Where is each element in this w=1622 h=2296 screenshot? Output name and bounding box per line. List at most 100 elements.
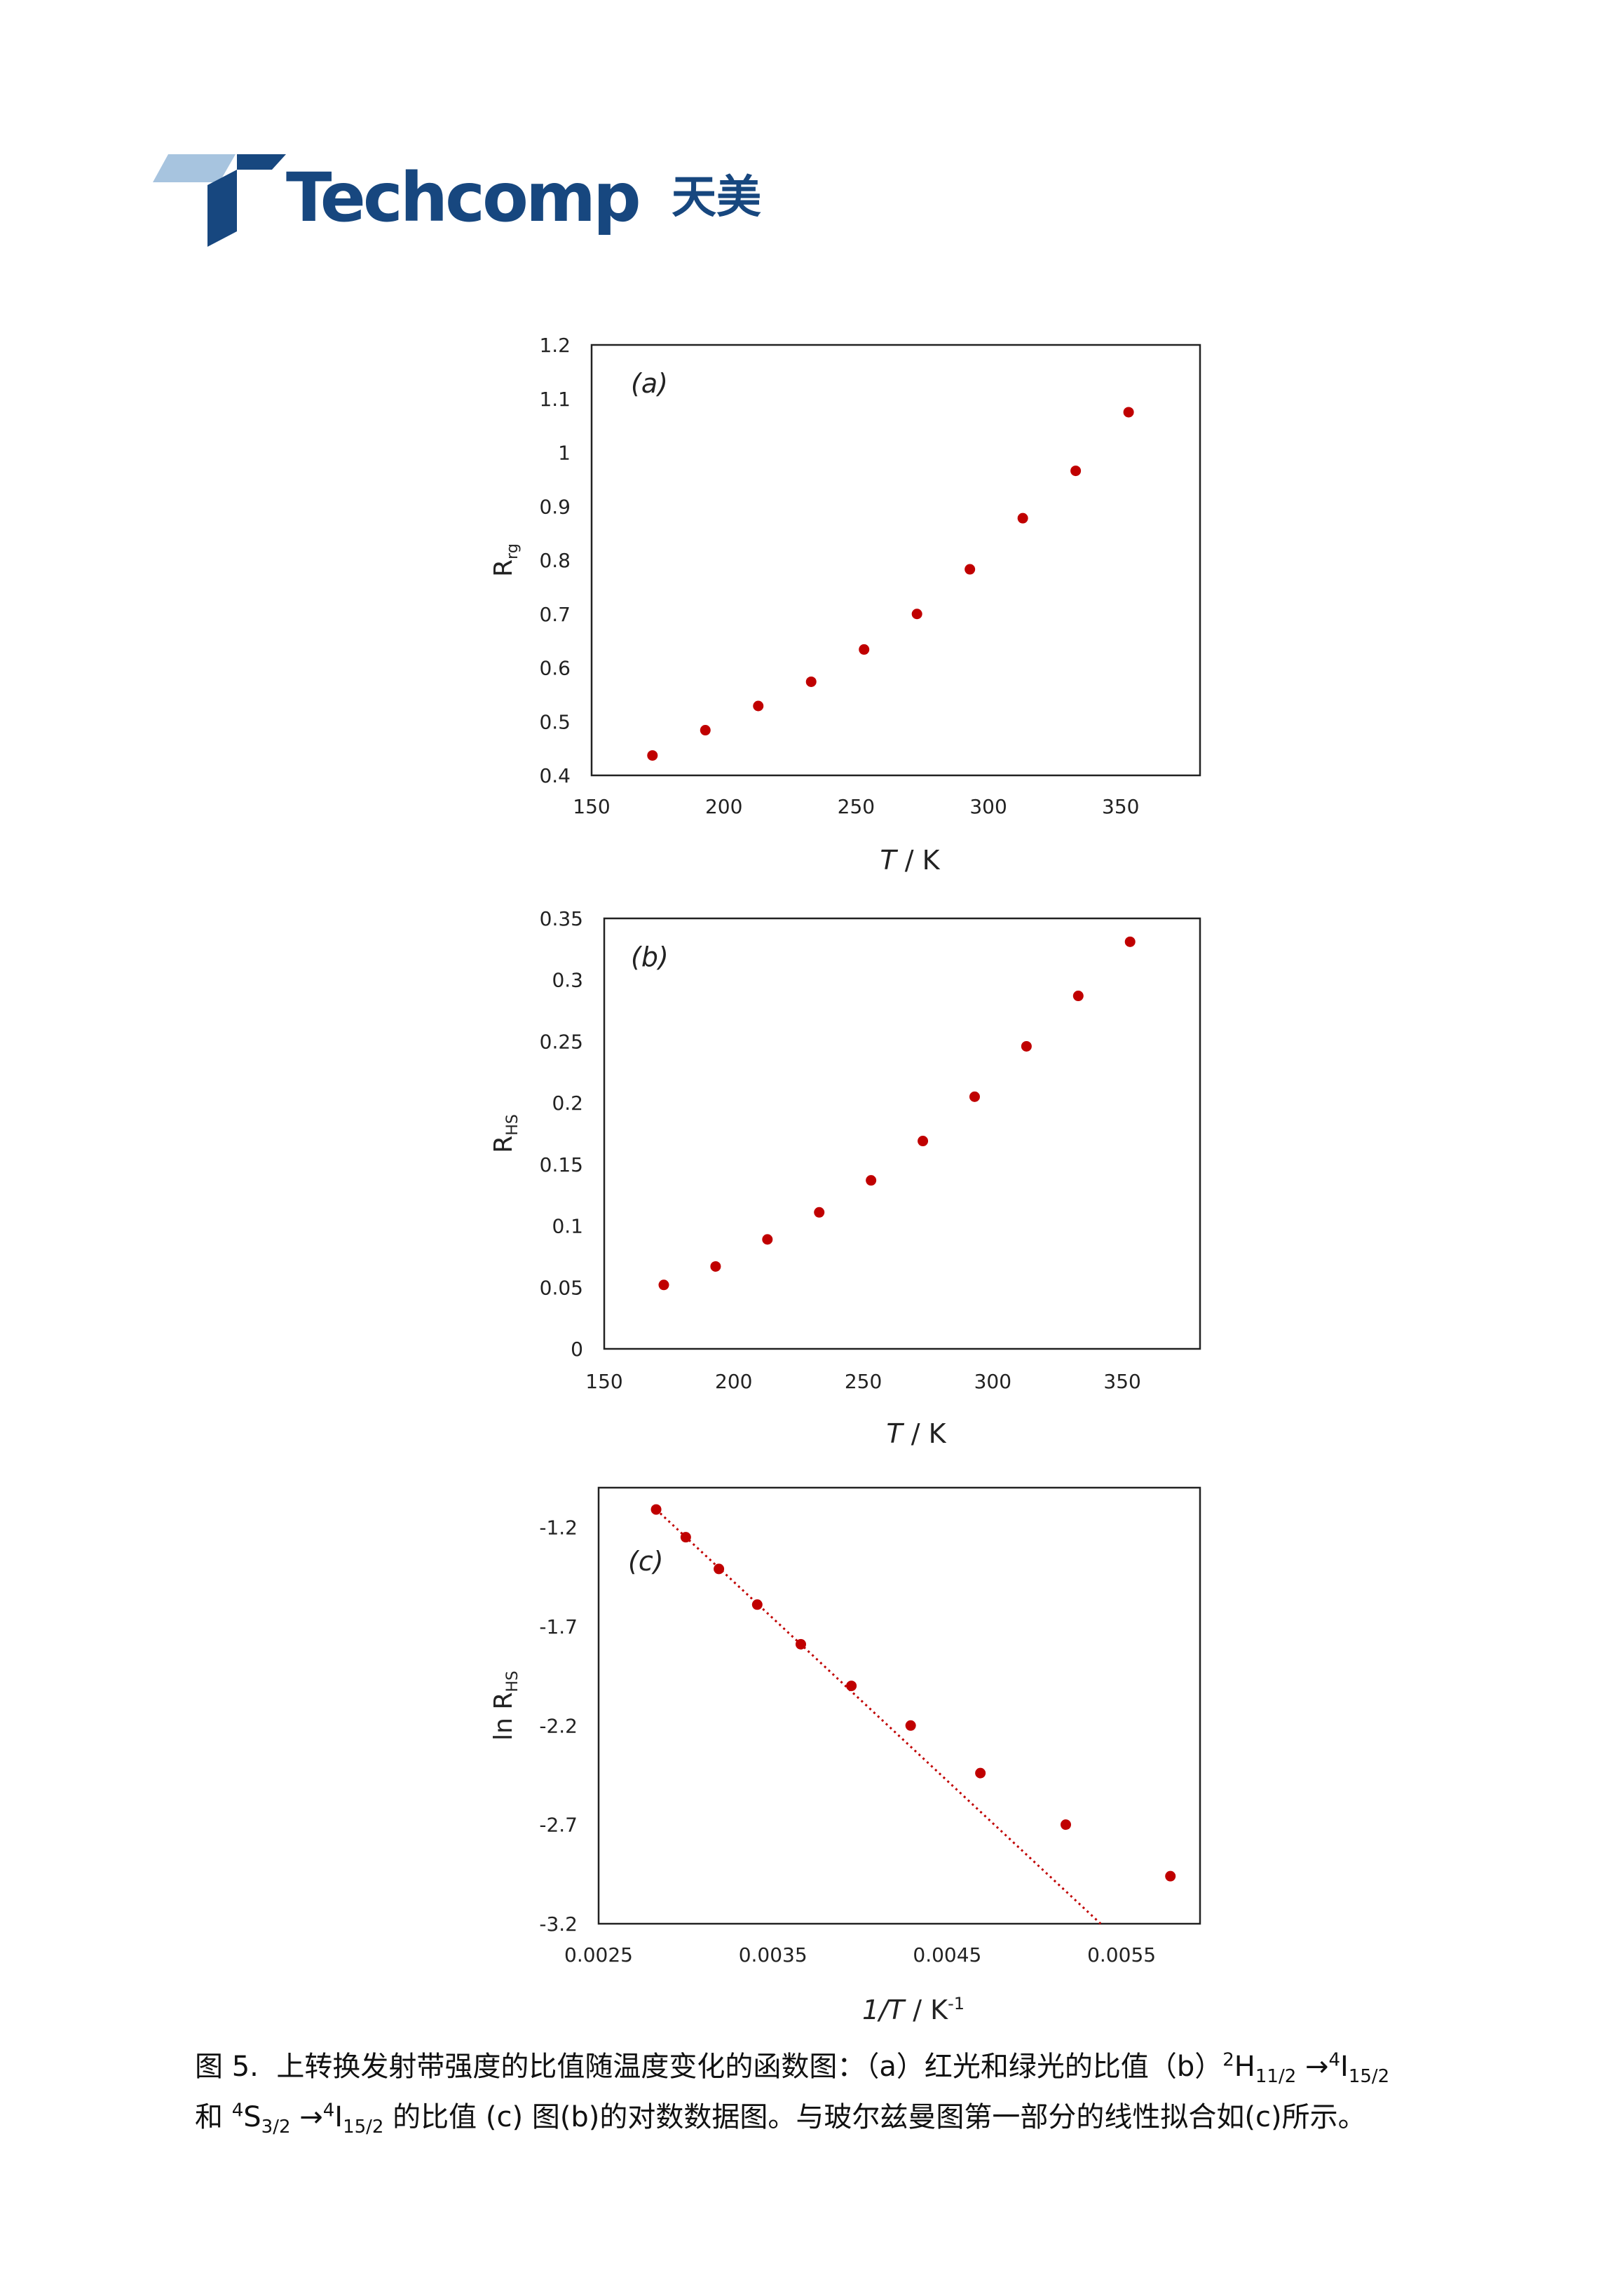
- chart-c-data-point: [650, 1504, 662, 1515]
- chart-b-x-tick-label: 200: [715, 1370, 752, 1393]
- caption-and: 和: [195, 2101, 232, 2133]
- caption-figure-label: 图 5.: [195, 2051, 259, 2083]
- chart-a-data-point: [1123, 407, 1134, 418]
- chart-a-y-tick-label: 0.6: [539, 657, 571, 680]
- chart-a-data-point: [911, 609, 922, 620]
- chart-b-y-axis-label: RHS: [489, 1114, 522, 1153]
- chart-c-y-axis-label: ln RHS: [489, 1671, 522, 1741]
- chart-a-y-tick-label: 0.8: [539, 549, 571, 572]
- chart-c-y-tick-label: -2.2: [539, 1714, 578, 1737]
- chart-c-data-point: [751, 1599, 763, 1610]
- chart-c-x-tick-label: 0.0055: [1087, 1943, 1156, 1966]
- chart-a-data-point: [1070, 466, 1082, 477]
- chart-a-y-tick-label: 0.4: [539, 764, 571, 787]
- chart-a-data-point: [859, 644, 870, 655]
- chart-b-data-point: [814, 1207, 825, 1218]
- caption-arrow1: →: [1296, 2051, 1329, 2083]
- caption-term3-main: S: [243, 2101, 261, 2133]
- caption-text-part1: 上转换发射带强度的比值随温度变化的函数图：（a）红光和绿光的比值（b）: [276, 2051, 1223, 2083]
- chart-c-x-tick-label: 0.0025: [564, 1943, 633, 1966]
- chart-a-data-point: [1017, 512, 1028, 524]
- chart-b-x-axis-label: T / K: [886, 1418, 946, 1449]
- chart-c-data-point: [975, 1767, 986, 1779]
- chart-a-x-tick-label: 200: [705, 795, 742, 818]
- chart-c-data-point: [1165, 1870, 1176, 1882]
- brand-name: Techcomp: [286, 158, 641, 237]
- chart-b-data-point: [1124, 936, 1136, 947]
- chart-c-x-tick-label: 0.0035: [739, 1943, 807, 1966]
- chart-b-y-tick-label: 0.05: [540, 1276, 583, 1299]
- chart-b-plot-frame: [603, 917, 1201, 1350]
- caption-text-part2: 的比值 (c) 图(b)的对数数据图。与玻尔兹曼图第一部分的线性拟合如(c)所示…: [383, 2101, 1366, 2133]
- logo-mark-icon: [153, 154, 286, 247]
- chart-a-y-tick-label: 1.2: [539, 334, 571, 357]
- chart-a-x-tick-label: 350: [1102, 795, 1139, 818]
- chart-b-data-point: [918, 1136, 929, 1147]
- chart-b-y-tick-label: 0.15: [540, 1153, 583, 1176]
- caption-term4-main: I: [334, 2101, 343, 2133]
- chart-b-x-tick-label: 250: [845, 1370, 882, 1393]
- chart-a-data-point: [805, 676, 817, 687]
- chart-b-data-point: [866, 1175, 877, 1186]
- chart-b-data-point: [969, 1091, 980, 1102]
- caption-term1-sub: 11/2: [1255, 2066, 1297, 2087]
- caption-term1-main: H: [1234, 2051, 1255, 2083]
- chart-b-x-tick-label: 300: [974, 1370, 1011, 1393]
- chart-b-y-tick-label: 0: [571, 1338, 583, 1361]
- chart-a-plot-frame: [590, 344, 1201, 777]
- caption-term4-sup: 4: [322, 2100, 335, 2121]
- figure-charts: 0.4 0.5 0.6 0.7 0.8 0.9 1 1.1 1.2 150 200 250 300 350…: [489, 334, 1201, 2025]
- chart-a-x-tick-label: 250: [838, 795, 875, 818]
- chart-b-x-tick-label: 350: [1103, 1370, 1140, 1393]
- chart-b-data-point: [762, 1234, 773, 1245]
- chart-c-data-point: [905, 1720, 916, 1731]
- chart-c-data-point: [714, 1563, 725, 1575]
- chart-c-x-axis-label: 1/T / K-1: [862, 1994, 965, 2025]
- caption-arrow2: →: [290, 2101, 323, 2133]
- caption-term2-sup: 4: [1328, 2049, 1341, 2071]
- caption-term4-sub: 15/2: [343, 2117, 384, 2138]
- chart-b-data-point: [658, 1279, 669, 1291]
- chart-b-y-tick-label: 0.3: [552, 969, 583, 992]
- chart-b-data-point: [710, 1261, 721, 1272]
- caption-term3-sup: 4: [231, 2100, 244, 2121]
- caption-term2-main: I: [1340, 2051, 1349, 2083]
- chart-b-y-tick-label: 0.35: [540, 907, 583, 930]
- chart-b-x-tick-label: 150: [585, 1370, 622, 1393]
- chart-a-x-tick-label: 150: [573, 795, 610, 818]
- chart-c-data-point: [1061, 1819, 1072, 1830]
- chart-a-data-point: [753, 700, 764, 712]
- chart-c-plot-frame: [597, 1486, 1201, 1925]
- caption-term3-sub: 3/2: [261, 2117, 291, 2138]
- chart-c-fit-line: [655, 1509, 1102, 1925]
- chart-a-data-point: [700, 725, 711, 736]
- chart-b-panel-label: (b): [631, 942, 669, 972]
- chart-a-data-point: [647, 750, 658, 761]
- chart-b-y-tick-label: 0.2: [552, 1092, 583, 1115]
- chart-c-data-point: [795, 1638, 806, 1650]
- chart-a-x-tick-label: 300: [969, 795, 1007, 818]
- chart-c-y-tick-label: -3.2: [539, 1913, 578, 1936]
- chart-c-y-tick-label: -2.7: [539, 1814, 578, 1837]
- chart-b-data-point: [1072, 991, 1084, 1002]
- chart-a-y-tick-label: 0.5: [539, 710, 571, 733]
- chart-b-y-tick-label: 0.25: [540, 1030, 583, 1053]
- chart-a-y-tick-label: 0.9: [539, 495, 571, 518]
- chart-a-y-tick-label: 0.7: [539, 603, 571, 626]
- chart-c-panel-label: (c): [628, 1546, 664, 1577]
- chart-c-y-tick-label: -1.7: [539, 1615, 578, 1638]
- chart-a-y-tick-label: 1: [558, 442, 571, 465]
- chart-a-y-axis-label: Rrg: [489, 543, 522, 577]
- brand-name-cn: 天美: [672, 172, 761, 224]
- chart-c-x-tick-label: 0.0045: [913, 1943, 981, 1966]
- chart-c-data-point: [680, 1532, 691, 1543]
- chart-a-y-tick-label: 1.1: [539, 388, 571, 411]
- chart-b-y-tick-label: 0.1: [552, 1215, 583, 1238]
- chart-a-data-point: [965, 564, 976, 575]
- chart-a-x-axis-label: T / K: [880, 845, 940, 876]
- caption-term2-sub: 15/2: [1348, 2066, 1390, 2087]
- chart-a-panel-label: (a): [631, 368, 668, 399]
- chart-c-y-tick-label: -1.2: [539, 1516, 578, 1540]
- chart-c-data-point: [846, 1680, 857, 1692]
- chart-b-data-point: [1021, 1040, 1032, 1052]
